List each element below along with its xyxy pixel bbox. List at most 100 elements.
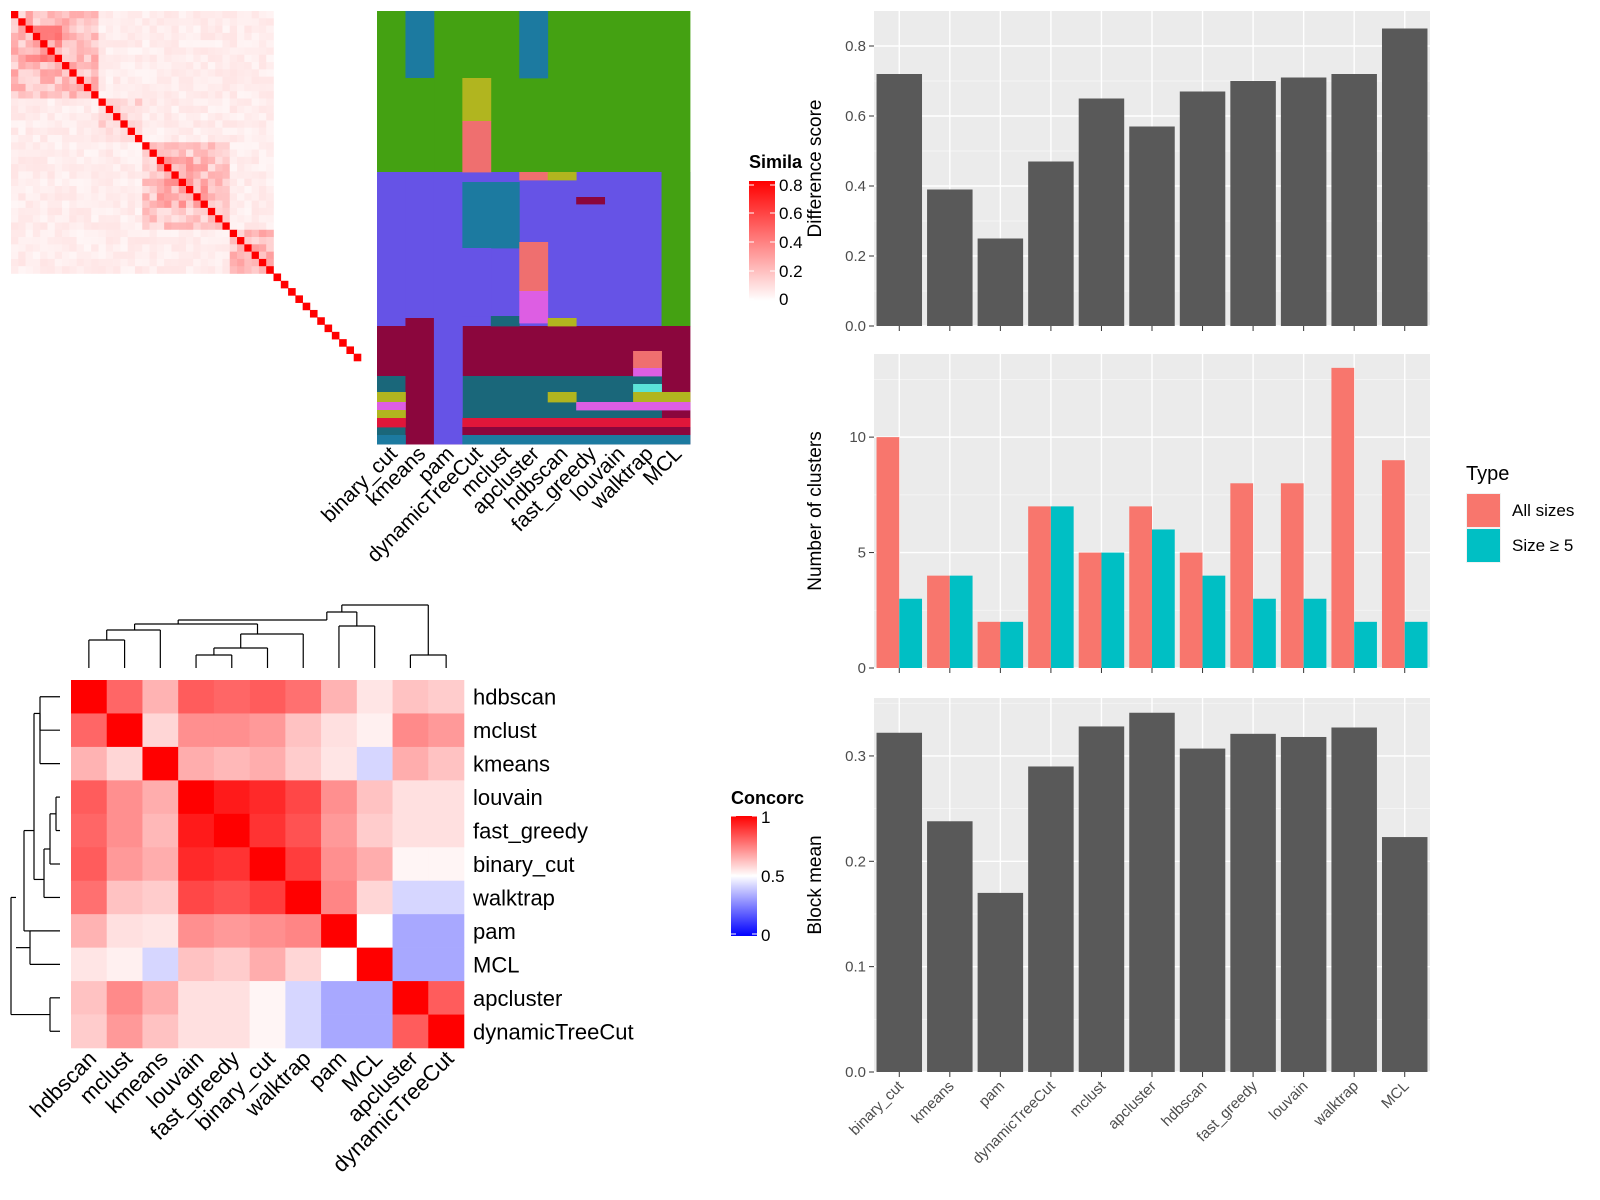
similarity-cell (258, 258, 267, 267)
bar (927, 821, 973, 1072)
similarity-cell (237, 54, 245, 63)
similarity-cell (98, 54, 107, 63)
similarity-cell (40, 237, 48, 245)
similarity-cell (222, 229, 231, 238)
similarity-cell (244, 215, 252, 223)
similarity-cell (47, 251, 56, 260)
similarity-cell (25, 207, 34, 216)
similarity-cell (237, 127, 245, 136)
similarity-cell (134, 244, 143, 252)
similarity-cell (47, 134, 56, 143)
similarity-cell (215, 164, 223, 172)
concordance-cell (321, 914, 358, 948)
similarity-cell (266, 200, 274, 209)
similarity-cell (25, 229, 34, 238)
bar (1129, 712, 1175, 1072)
concordance-cell (392, 780, 429, 815)
similarity-cell (244, 40, 252, 48)
similarity-cell (258, 193, 267, 201)
similarity-cell (178, 266, 187, 274)
similarity-cell (164, 178, 172, 187)
similarity-cell (69, 69, 77, 77)
similarity-cell (91, 215, 99, 223)
similarity-cell (149, 207, 158, 216)
similarity-cell (156, 149, 165, 158)
similarity-cell (25, 156, 34, 165)
similarity-cell (258, 134, 267, 143)
similarity-cell (113, 11, 121, 19)
similarity-cell (251, 76, 260, 85)
similarity-cell (156, 229, 165, 238)
similarity-cell (47, 113, 56, 121)
y-tick-label: 0.0 (845, 318, 866, 335)
similarity-cell (83, 105, 92, 114)
similarity-cell (251, 200, 260, 209)
similarity-cell (32, 98, 41, 107)
similarity-cell (244, 193, 252, 201)
similarity-cell (98, 142, 107, 150)
similarity-cell (193, 222, 201, 231)
concordance-cell (213, 880, 250, 915)
similarity-cell (266, 142, 274, 150)
similarity-cell (142, 156, 150, 165)
similarity-cell (164, 193, 172, 201)
similarity-cell (127, 193, 136, 201)
similarity-cell (251, 98, 260, 107)
similarity-cell (186, 134, 194, 143)
bar (1230, 733, 1276, 1072)
similarity-cell (18, 127, 26, 136)
concordance-cell (321, 880, 358, 915)
similarity-cell (200, 222, 209, 231)
concordance-cell (213, 780, 250, 815)
concordance-cell (213, 947, 250, 982)
similarity-cell (164, 91, 172, 99)
similarity-cell (193, 244, 201, 252)
similarity-cell (54, 120, 63, 128)
similarity-cell (69, 47, 77, 56)
similarity-cell (266, 171, 274, 180)
similarity-cell (18, 266, 26, 274)
similarity-cell (127, 113, 136, 121)
similarity-cell (237, 229, 245, 238)
similarity-cell (200, 11, 209, 19)
similarity-cell (11, 69, 19, 77)
similarity-cell (113, 69, 121, 77)
similarity-cell (32, 200, 41, 209)
similarity-cell (25, 113, 34, 121)
similarity-cell (171, 32, 180, 41)
similarity-cell (62, 244, 70, 252)
similarity-cell (229, 258, 238, 267)
similarity-cell (47, 258, 56, 267)
similarity-cell (258, 222, 267, 231)
concordance-cell (249, 947, 286, 982)
similarity-cell (207, 62, 216, 70)
similarity-cell (98, 69, 107, 77)
similarity-cell (76, 193, 85, 201)
similarity-cell (98, 164, 107, 172)
similarity-cell (47, 76, 56, 85)
similarity-cell (251, 134, 260, 143)
similarity-cell (69, 32, 77, 41)
similarity-cell (105, 54, 114, 63)
similarity-cell (142, 266, 150, 274)
similarity-cell (178, 98, 187, 107)
similarity-cell (11, 40, 19, 48)
similarity-cell (91, 32, 99, 41)
concordance-cell (178, 981, 215, 1015)
similarity-cell (91, 54, 99, 63)
similarity-cell (244, 91, 252, 99)
concordance-cell (428, 947, 465, 982)
similarity-cell (207, 149, 216, 158)
similarity-cell (98, 47, 107, 56)
similarity-cell (91, 62, 99, 70)
similarity-cell (229, 69, 238, 77)
x-tick-label: walktrap (1310, 1078, 1362, 1130)
similarity-cell (258, 69, 267, 77)
similarity-cell (134, 142, 143, 150)
similarity-cell (258, 142, 267, 150)
similarity-cell (98, 244, 107, 252)
similarity-cell (222, 76, 231, 85)
concordance-cell (178, 813, 215, 848)
similarity-cell (251, 105, 260, 114)
